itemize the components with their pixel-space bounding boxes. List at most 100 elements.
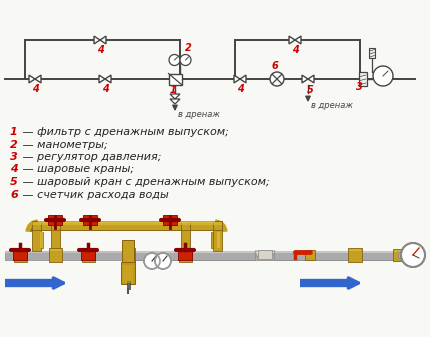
- Bar: [398, 252, 406, 258]
- Polygon shape: [302, 75, 308, 83]
- Bar: [359, 72, 367, 86]
- Text: 2: 2: [184, 43, 191, 53]
- Polygon shape: [100, 36, 106, 44]
- Bar: [190, 250, 255, 253]
- Circle shape: [401, 243, 425, 267]
- Bar: [349, 249, 361, 251]
- Text: 6: 6: [272, 61, 278, 71]
- Polygon shape: [105, 75, 111, 83]
- Bar: [213, 220, 222, 229]
- Bar: [15, 249, 25, 251]
- Circle shape: [270, 72, 284, 86]
- Text: 3: 3: [10, 152, 18, 162]
- Bar: [163, 215, 177, 225]
- Polygon shape: [255, 251, 275, 260]
- Text: 2: 2: [10, 140, 18, 150]
- Bar: [122, 248, 135, 262]
- Bar: [38, 220, 215, 229]
- Bar: [81, 250, 95, 260]
- Bar: [213, 229, 222, 251]
- Text: 1: 1: [10, 127, 18, 137]
- Circle shape: [373, 66, 393, 86]
- Bar: [314, 250, 355, 259]
- Bar: [48, 215, 62, 225]
- Bar: [82, 248, 95, 262]
- Text: 6: 6: [10, 189, 18, 200]
- Bar: [134, 250, 185, 259]
- Text: — шаровые краны;: — шаровые краны;: [19, 164, 134, 175]
- Bar: [190, 250, 255, 259]
- Polygon shape: [94, 36, 100, 44]
- Bar: [122, 240, 134, 262]
- Text: 5: 5: [307, 85, 313, 95]
- Bar: [51, 226, 60, 248]
- Text: 4: 4: [237, 84, 243, 94]
- Bar: [369, 48, 375, 58]
- Bar: [274, 250, 310, 253]
- Text: 4: 4: [32, 84, 38, 94]
- Text: в дренаж: в дренаж: [178, 110, 220, 119]
- Bar: [394, 250, 402, 252]
- Bar: [178, 250, 192, 260]
- Bar: [393, 249, 403, 261]
- Polygon shape: [308, 75, 314, 83]
- Polygon shape: [295, 36, 301, 44]
- Polygon shape: [99, 75, 105, 83]
- Bar: [362, 250, 400, 253]
- Bar: [49, 248, 61, 262]
- Bar: [51, 220, 60, 229]
- Circle shape: [169, 55, 180, 65]
- Bar: [213, 220, 222, 229]
- Text: 4: 4: [97, 45, 103, 55]
- Bar: [123, 249, 133, 251]
- Bar: [181, 220, 190, 229]
- Text: 5: 5: [10, 177, 18, 187]
- Text: — счетчик расхода воды: — счетчик расхода воды: [19, 189, 169, 200]
- Bar: [49, 249, 61, 251]
- Bar: [258, 250, 272, 259]
- Bar: [217, 232, 219, 248]
- Polygon shape: [170, 99, 180, 104]
- Text: 4: 4: [292, 45, 298, 55]
- Bar: [126, 281, 129, 289]
- Polygon shape: [29, 75, 35, 83]
- Polygon shape: [35, 75, 41, 83]
- Circle shape: [180, 55, 191, 65]
- Text: — регулятор давления;: — регулятор давления;: [19, 152, 162, 162]
- Text: 4: 4: [10, 164, 18, 175]
- Polygon shape: [289, 36, 295, 44]
- Text: в дренаж: в дренаж: [311, 101, 353, 110]
- Bar: [305, 250, 315, 260]
- Bar: [83, 249, 93, 251]
- Bar: [121, 262, 135, 284]
- Bar: [179, 249, 190, 251]
- Text: — фильтр с дренажным выпуском;: — фильтр с дренажным выпуском;: [19, 127, 229, 137]
- Text: 1: 1: [169, 85, 176, 95]
- Bar: [5, 250, 395, 253]
- Bar: [32, 222, 222, 225]
- Text: 4: 4: [101, 84, 108, 94]
- Polygon shape: [234, 75, 240, 83]
- Bar: [123, 265, 133, 283]
- Bar: [306, 251, 314, 253]
- Polygon shape: [170, 94, 180, 99]
- Bar: [362, 250, 400, 259]
- Bar: [134, 250, 185, 253]
- Bar: [314, 250, 355, 253]
- Bar: [32, 220, 222, 229]
- Text: 3: 3: [356, 82, 362, 92]
- Bar: [40, 232, 43, 248]
- Bar: [5, 250, 395, 259]
- Bar: [181, 226, 190, 248]
- Bar: [211, 232, 219, 248]
- Bar: [38, 220, 215, 223]
- Circle shape: [155, 253, 171, 269]
- Bar: [32, 220, 41, 229]
- Bar: [32, 229, 41, 251]
- Bar: [83, 215, 97, 225]
- Bar: [13, 250, 27, 260]
- Text: — манометры;: — манометры;: [19, 140, 108, 150]
- Bar: [13, 248, 27, 262]
- Bar: [274, 250, 310, 259]
- Text: — шаровый кран с дренажным выпуском;: — шаровый кран с дренажным выпуском;: [19, 177, 270, 187]
